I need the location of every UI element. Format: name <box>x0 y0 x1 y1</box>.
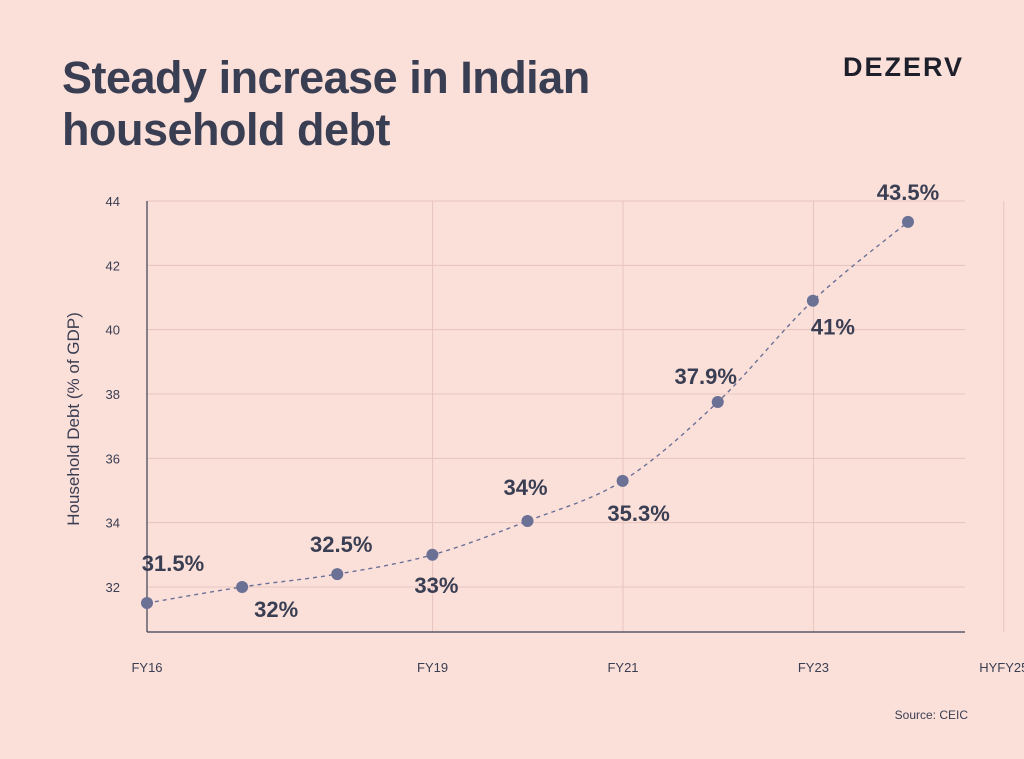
x-tick-label: FY19 <box>417 660 448 675</box>
data-label: 41% <box>811 315 855 340</box>
data-point <box>806 294 819 307</box>
x-axis-ticks: FY16 FY19 FY21 FY23 HYFY25 <box>131 660 1024 675</box>
y-tick-label: 36 <box>106 451 120 466</box>
data-labels: 31.5% 32% 32.5% 33% 34% 35.3% 37.9% 41% 43.5% <box>142 180 939 622</box>
data-label: 37.9% <box>675 364 737 389</box>
data-point <box>331 568 344 581</box>
source-note: Source: CEIC <box>894 708 968 722</box>
y-tick-label: 34 <box>106 516 120 531</box>
brand-logo: DEZERV <box>842 52 964 82</box>
x-tick-label: HYFY25 <box>979 660 1024 675</box>
y-axis-label: Household Debt (% of GDP) <box>64 312 83 526</box>
x-tick-label: FY16 <box>131 660 162 675</box>
x-tick-label: FY21 <box>607 660 638 675</box>
data-point <box>236 580 249 593</box>
data-label: 35.3% <box>607 501 669 526</box>
y-tick-label: 40 <box>106 323 120 338</box>
data-label: 31.5% <box>142 551 204 576</box>
y-axis-ticks: 32 34 36 38 40 42 44 <box>106 194 120 595</box>
data-label: 34% <box>503 475 547 500</box>
data-point <box>426 548 439 561</box>
chart-title: Steady increase in Indian household debt <box>62 52 590 155</box>
x-tick-label: FY23 <box>798 660 829 675</box>
data-label: 32% <box>254 597 298 622</box>
axes <box>146 201 965 633</box>
data-point <box>711 396 724 409</box>
data-points <box>141 215 914 610</box>
series-line <box>146 221 909 604</box>
data-point <box>521 515 534 528</box>
y-tick-label: 42 <box>106 258 120 273</box>
y-tick-label: 32 <box>106 580 120 595</box>
data-label: 33% <box>414 573 458 598</box>
data-point <box>902 215 914 228</box>
data-label: 32.5% <box>310 532 372 557</box>
grid-lines <box>147 200 1005 632</box>
data-label: 43.5% <box>877 180 939 205</box>
data-point <box>616 474 629 487</box>
y-tick-label: 44 <box>106 194 120 209</box>
data-point <box>141 597 153 610</box>
y-tick-label: 38 <box>106 387 120 402</box>
